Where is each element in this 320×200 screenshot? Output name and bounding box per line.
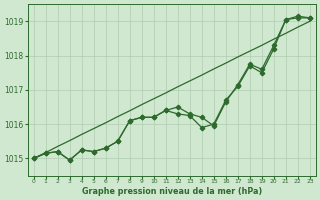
X-axis label: Graphe pression niveau de la mer (hPa): Graphe pression niveau de la mer (hPa) xyxy=(82,187,262,196)
